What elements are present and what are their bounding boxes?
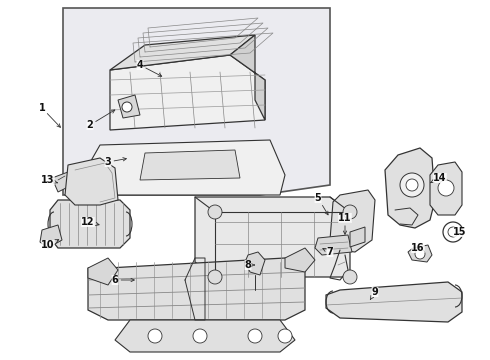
Text: 12: 12 <box>81 217 99 227</box>
Polygon shape <box>118 95 140 118</box>
Text: 11: 11 <box>338 213 352 234</box>
Circle shape <box>443 222 463 242</box>
Circle shape <box>438 180 454 196</box>
Polygon shape <box>195 197 350 277</box>
Polygon shape <box>52 172 72 192</box>
Text: 6: 6 <box>112 275 134 285</box>
Text: 1: 1 <box>39 103 60 127</box>
Text: 9: 9 <box>370 287 378 300</box>
Text: 15: 15 <box>453 227 467 237</box>
Circle shape <box>400 173 424 197</box>
Text: 8: 8 <box>245 260 254 270</box>
Circle shape <box>193 329 207 343</box>
Polygon shape <box>110 35 255 70</box>
Text: 14: 14 <box>431 173 447 183</box>
Circle shape <box>278 329 292 343</box>
Text: 3: 3 <box>105 157 126 167</box>
Polygon shape <box>115 320 295 352</box>
Polygon shape <box>408 245 432 262</box>
Polygon shape <box>326 282 462 322</box>
Text: 13: 13 <box>41 175 57 185</box>
Circle shape <box>248 329 262 343</box>
Circle shape <box>148 329 162 343</box>
Text: 16: 16 <box>411 243 425 253</box>
Text: 10: 10 <box>41 240 59 250</box>
Text: 7: 7 <box>323 247 333 257</box>
Polygon shape <box>88 258 305 320</box>
Circle shape <box>406 179 418 191</box>
Polygon shape <box>245 252 265 275</box>
Text: 5: 5 <box>315 193 328 215</box>
Polygon shape <box>110 55 265 130</box>
Text: 2: 2 <box>87 110 115 130</box>
Circle shape <box>448 227 458 237</box>
Polygon shape <box>385 148 435 228</box>
Circle shape <box>122 102 132 112</box>
Polygon shape <box>315 235 352 255</box>
Polygon shape <box>430 162 462 215</box>
Polygon shape <box>65 158 118 205</box>
Polygon shape <box>230 35 265 120</box>
Polygon shape <box>350 227 365 247</box>
Polygon shape <box>88 258 118 285</box>
Polygon shape <box>140 150 240 180</box>
Polygon shape <box>63 8 330 195</box>
Polygon shape <box>40 225 62 248</box>
Circle shape <box>343 205 357 219</box>
Circle shape <box>415 249 425 259</box>
Polygon shape <box>80 140 285 195</box>
Circle shape <box>208 270 222 284</box>
Polygon shape <box>285 248 315 272</box>
Circle shape <box>208 205 222 219</box>
Circle shape <box>343 270 357 284</box>
Text: 4: 4 <box>137 60 162 76</box>
Polygon shape <box>50 200 130 248</box>
Polygon shape <box>330 190 375 252</box>
